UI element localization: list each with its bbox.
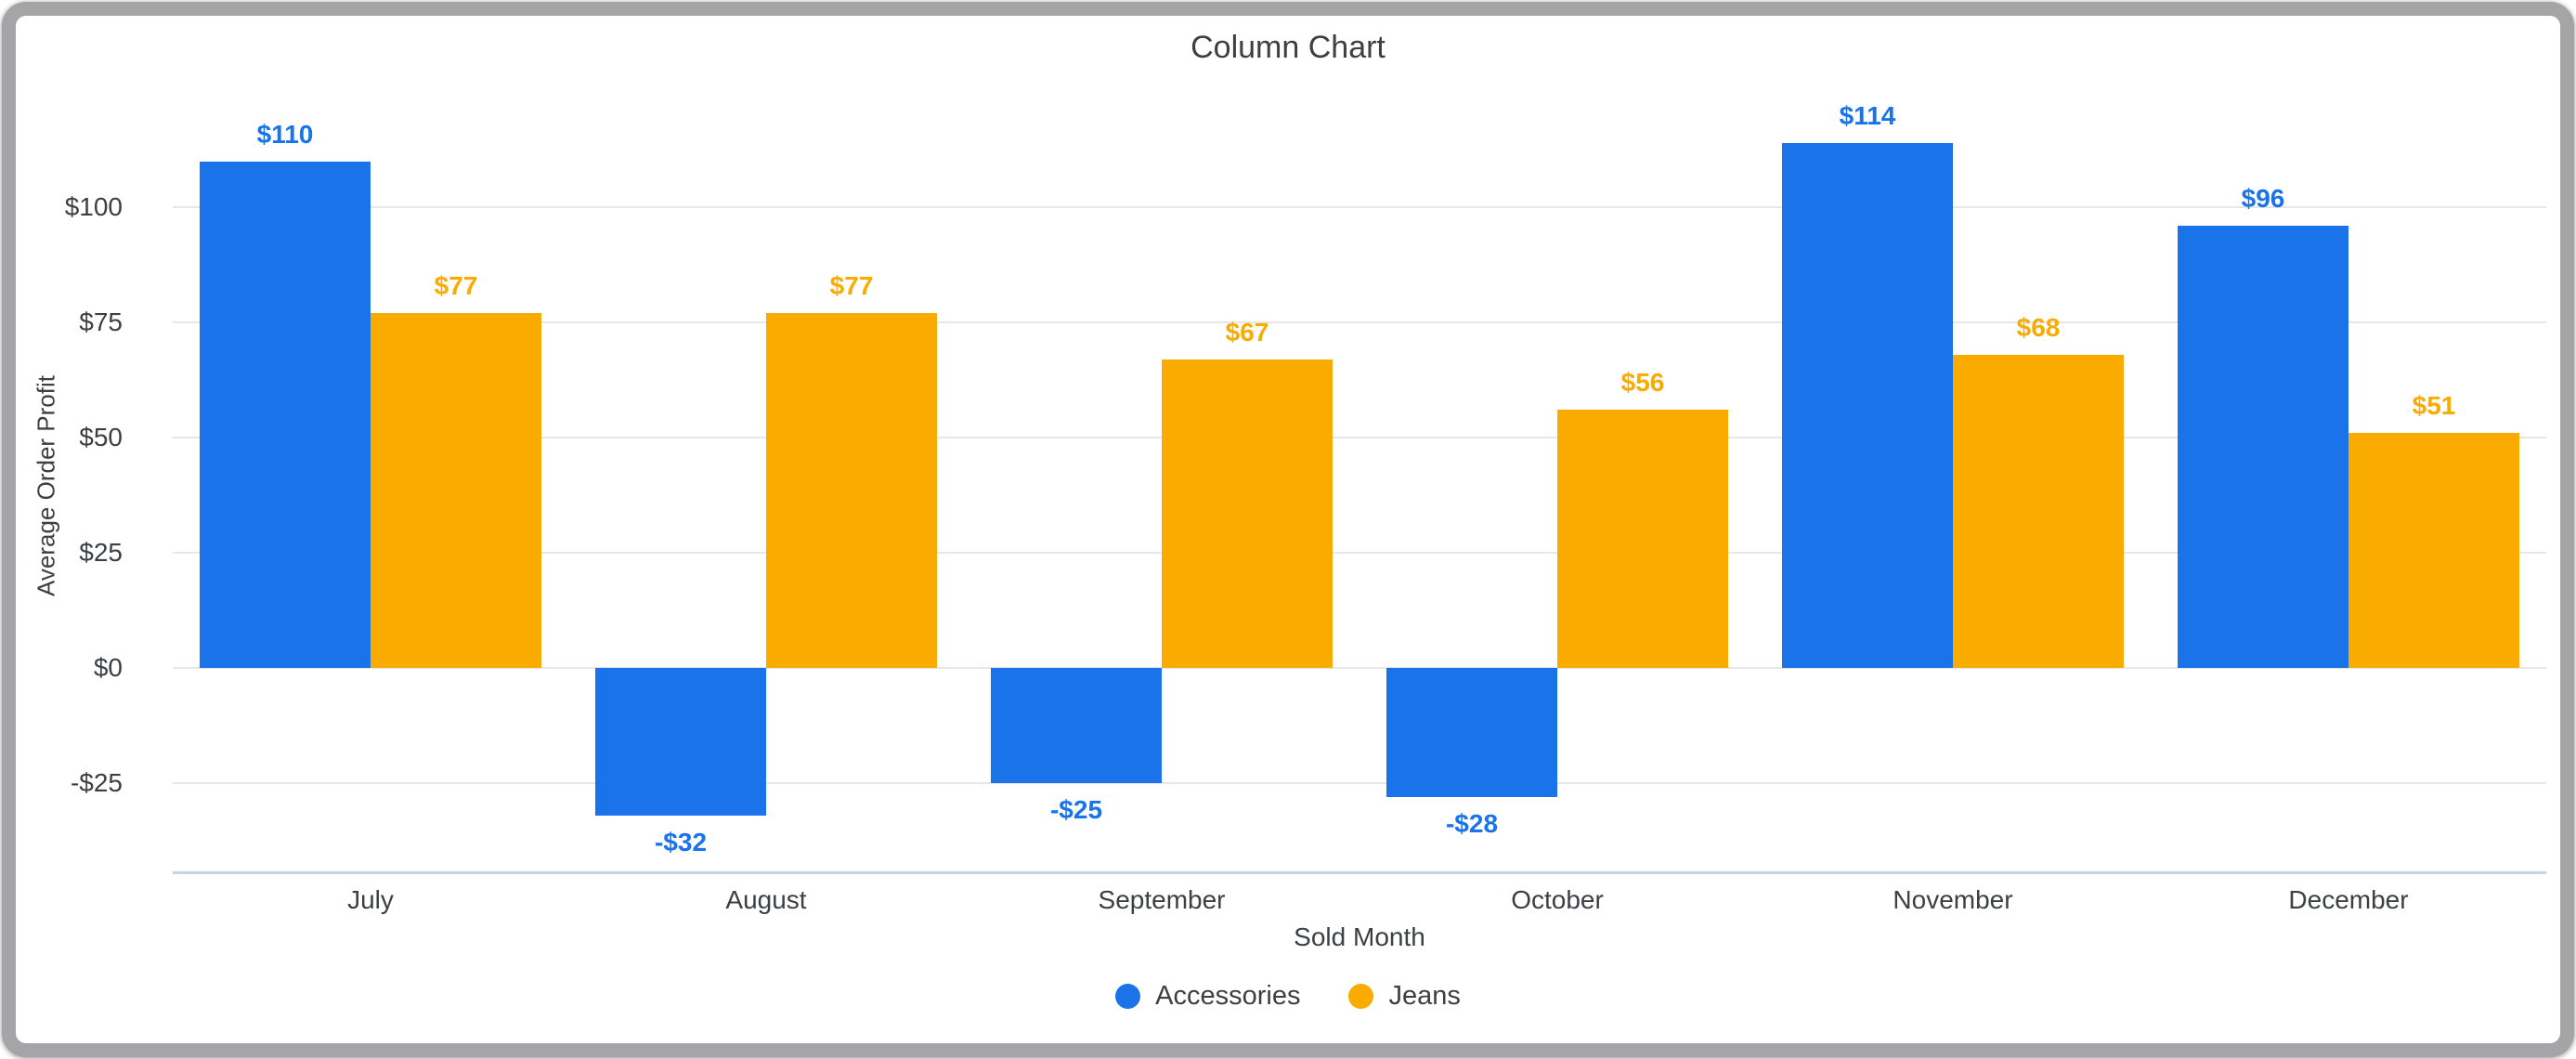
- gridline--25: [173, 552, 2546, 555]
- x-tick-label-august: August: [725, 885, 807, 914]
- legend: Accessories Jeans: [0, 974, 2576, 1018]
- x-tick-label-october: October: [1511, 885, 1604, 914]
- legend-swatch-jeans-icon: [1348, 983, 1374, 1009]
- legend-item-accessories: Accessories: [1115, 981, 1300, 1012]
- x-axis-title: Sold Month: [1294, 922, 1425, 951]
- legend-item-jeans: Jeans: [1348, 980, 1461, 1012]
- x-axis-line: [173, 871, 2546, 874]
- gridline--25: [173, 782, 2546, 785]
- bar-jeans-september[interactable]: [1162, 359, 1333, 669]
- value-label-jeans-october: $56: [1620, 368, 1665, 398]
- gridline--50: [173, 437, 2546, 439]
- bar-jeans-november[interactable]: [1953, 354, 2124, 669]
- value-label-accessories-july: $110: [256, 119, 314, 149]
- value-label-jeans-august: $77: [829, 271, 874, 301]
- bar-jeans-december[interactable]: [2348, 433, 2519, 669]
- value-label-accessories-august: -$32: [654, 827, 708, 856]
- gridline--0: [173, 667, 2546, 670]
- y-tick-label--25: $25: [79, 538, 123, 568]
- y-tick-label--100: $100: [64, 192, 123, 222]
- x-tick-label-july: July: [347, 885, 394, 914]
- plot-area: $110 -$32 -$25 -$28 $114 $96 $77 $77 $67 $56 $68 $5…: [173, 101, 2546, 874]
- value-label-jeans-november: $68: [2016, 312, 2061, 342]
- value-label-jeans-december: $51: [2412, 391, 2456, 421]
- bar-jeans-july[interactable]: [371, 313, 541, 669]
- bar-accessories-september[interactable]: [991, 668, 1162, 784]
- value-label-accessories-november: $114: [1839, 100, 1896, 130]
- y-tick-label--75: $75: [79, 307, 123, 337]
- bar-accessories-november[interactable]: [1782, 142, 1953, 669]
- value-label-accessories-september: -$25: [1049, 795, 1103, 825]
- y-tick-label--50: $50: [79, 423, 123, 452]
- value-label-jeans-september: $67: [1225, 317, 1269, 346]
- y-tick-label--25: -$25: [70, 768, 123, 798]
- gridline--75: [173, 321, 2546, 324]
- value-label-accessories-december: $96: [2241, 184, 2285, 214]
- bar-accessories-july[interactable]: [200, 161, 371, 669]
- value-label-accessories-october: -$28: [1445, 809, 1499, 839]
- value-label-jeans-july: $77: [434, 271, 478, 301]
- legend-label-jeans: Jeans: [1388, 980, 1461, 1011]
- legend-swatch-accessories-icon: [1115, 983, 1141, 1009]
- bar-jeans-october[interactable]: [1557, 410, 1728, 669]
- x-tick-label-november: November: [1893, 885, 2013, 914]
- bar-accessories-december[interactable]: [2178, 226, 2348, 669]
- bar-jeans-august[interactable]: [766, 313, 937, 669]
- gridline--100: [173, 206, 2546, 209]
- bar-accessories-october[interactable]: [1386, 668, 1557, 798]
- bar-accessories-august[interactable]: [595, 668, 766, 816]
- chart-title: Column Chart: [1190, 30, 1386, 65]
- x-tick-label-september: September: [1098, 885, 1226, 914]
- x-tick-label-december: December: [2288, 885, 2409, 914]
- legend-label-accessories: Accessories: [1155, 980, 1301, 1011]
- y-tick-label--0: $0: [93, 653, 123, 683]
